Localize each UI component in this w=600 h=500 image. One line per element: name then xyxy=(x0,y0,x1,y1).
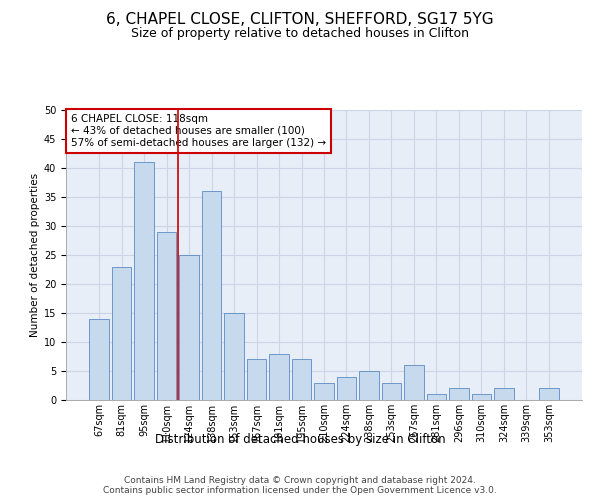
Bar xyxy=(202,191,221,400)
Bar xyxy=(157,232,176,400)
Bar xyxy=(472,394,491,400)
Text: Contains HM Land Registry data © Crown copyright and database right 2024.
Contai: Contains HM Land Registry data © Crown c… xyxy=(103,476,497,495)
Bar xyxy=(179,255,199,400)
Bar xyxy=(337,377,356,400)
Bar xyxy=(539,388,559,400)
Bar xyxy=(404,365,424,400)
Text: 6 CHAPEL CLOSE: 118sqm
← 43% of detached houses are smaller (100)
57% of semi-de: 6 CHAPEL CLOSE: 118sqm ← 43% of detached… xyxy=(71,114,326,148)
Bar xyxy=(382,382,401,400)
Y-axis label: Number of detached properties: Number of detached properties xyxy=(29,173,40,337)
Bar xyxy=(359,371,379,400)
Bar xyxy=(449,388,469,400)
Bar xyxy=(269,354,289,400)
Text: Distribution of detached houses by size in Clifton: Distribution of detached houses by size … xyxy=(155,432,445,446)
Text: 6, CHAPEL CLOSE, CLIFTON, SHEFFORD, SG17 5YG: 6, CHAPEL CLOSE, CLIFTON, SHEFFORD, SG17… xyxy=(106,12,494,28)
Text: Size of property relative to detached houses in Clifton: Size of property relative to detached ho… xyxy=(131,28,469,40)
Bar xyxy=(314,382,334,400)
Bar xyxy=(134,162,154,400)
Bar xyxy=(494,388,514,400)
Bar xyxy=(427,394,446,400)
Bar xyxy=(224,313,244,400)
Bar xyxy=(112,266,131,400)
Bar xyxy=(292,360,311,400)
Bar xyxy=(89,319,109,400)
Bar xyxy=(247,360,266,400)
